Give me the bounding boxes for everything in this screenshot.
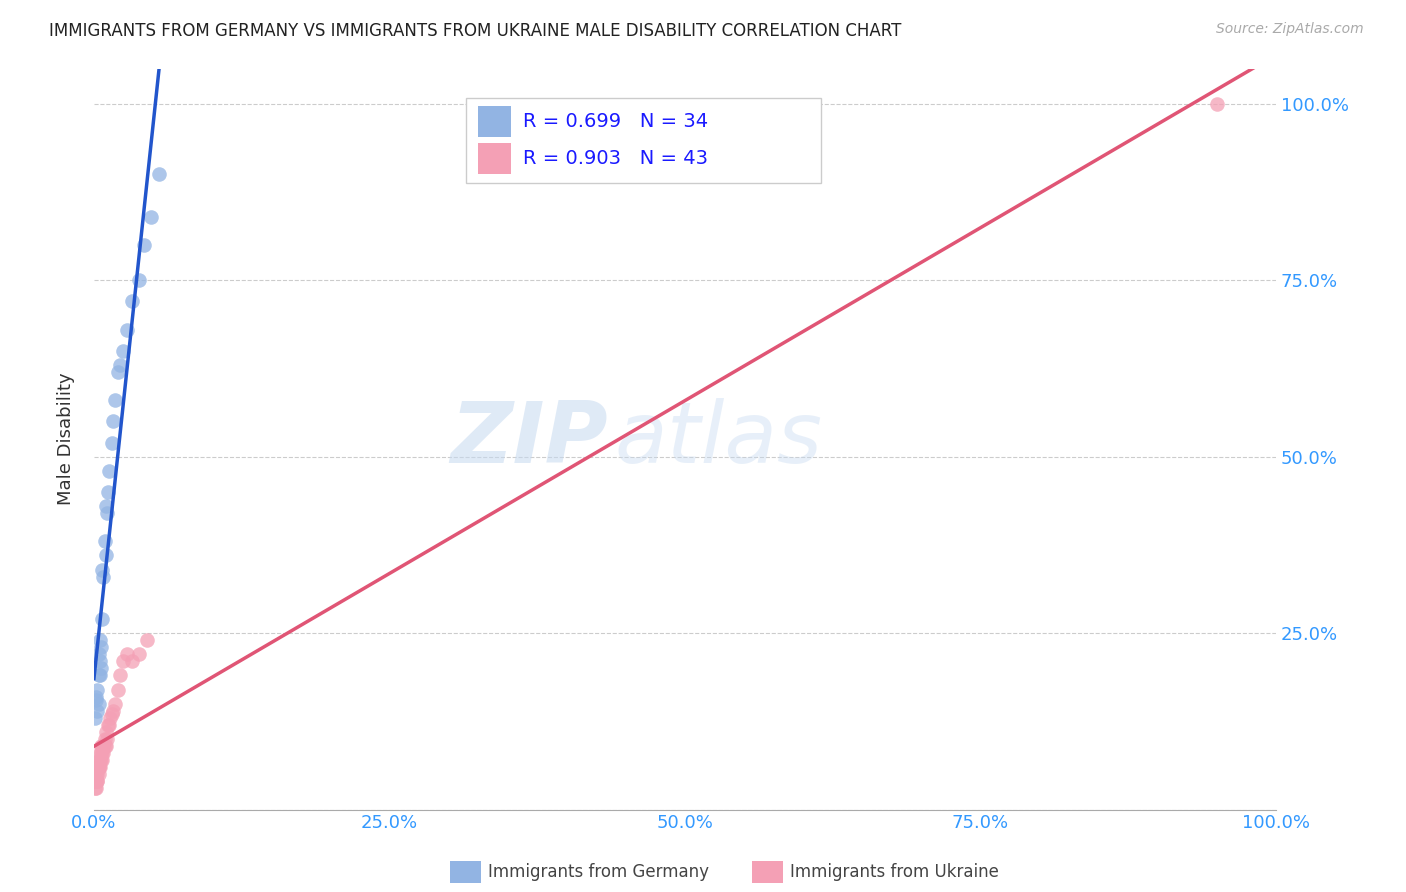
Point [84, 774, 107, 789]
Point [89, 753, 111, 767]
Point [98, 718, 121, 732]
Point [107, 682, 129, 697]
Text: Source: ZipAtlas.com: Source: ZipAtlas.com [1216, 22, 1364, 37]
Point [94, 499, 117, 513]
Point [139, 210, 162, 224]
Point [90, 661, 112, 675]
Point [84, 711, 107, 725]
Point [98, 464, 121, 478]
Point [128, 647, 150, 661]
Point [90, 640, 112, 655]
Point [93, 731, 115, 746]
Point [94, 549, 117, 563]
Text: IMMIGRANTS FROM GERMANY VS IMMIGRANTS FROM UKRAINE MALE DISABILITY CORRELATION C: IMMIGRANTS FROM GERMANY VS IMMIGRANTS FR… [49, 22, 901, 40]
Point [100, 711, 122, 725]
Point [86, 682, 108, 697]
Point [93, 534, 115, 549]
FancyBboxPatch shape [478, 144, 512, 175]
Point [90, 746, 112, 760]
Point [121, 654, 143, 668]
Point [136, 633, 159, 648]
Point [108, 358, 131, 372]
Point [84, 781, 107, 796]
Point [89, 654, 111, 668]
Point [96, 731, 118, 746]
Point [100, 435, 122, 450]
Point [84, 781, 107, 796]
Point [91, 563, 114, 577]
Point [89, 760, 111, 774]
Point [86, 760, 108, 774]
Point [86, 774, 108, 789]
Point [84, 774, 107, 789]
Point [87, 760, 110, 774]
Point [1205, 96, 1227, 111]
Point [148, 167, 170, 181]
Point [91, 746, 114, 760]
Point [84, 767, 107, 781]
Point [89, 668, 111, 682]
Text: Immigrants from Germany: Immigrants from Germany [488, 863, 709, 881]
Point [87, 753, 110, 767]
Point [84, 693, 107, 707]
Point [93, 739, 115, 753]
Point [112, 654, 135, 668]
Point [108, 668, 131, 682]
Point [87, 697, 110, 711]
Point [101, 414, 124, 428]
Point [87, 647, 110, 661]
Point [96, 506, 118, 520]
Point [93, 739, 115, 753]
Point [97, 485, 120, 500]
Point [128, 273, 150, 287]
Point [87, 668, 110, 682]
Y-axis label: Male Disability: Male Disability [58, 373, 75, 506]
Point [86, 774, 108, 789]
Point [89, 633, 111, 648]
Point [100, 707, 122, 722]
Point [132, 238, 155, 252]
FancyBboxPatch shape [467, 98, 821, 184]
Point [91, 739, 114, 753]
Point [84, 690, 107, 704]
Point [107, 365, 129, 379]
Point [104, 393, 127, 408]
Point [112, 343, 135, 358]
Point [101, 704, 124, 718]
Text: atlas: atlas [614, 398, 823, 481]
Point [93, 569, 115, 583]
Point [86, 704, 108, 718]
Point [94, 725, 117, 739]
Text: R = 0.903   N = 43: R = 0.903 N = 43 [523, 150, 709, 169]
Point [91, 753, 114, 767]
Point [94, 739, 117, 753]
Point [86, 767, 108, 781]
FancyBboxPatch shape [478, 106, 512, 137]
Point [97, 718, 120, 732]
Point [87, 767, 110, 781]
Point [90, 753, 112, 767]
Point [115, 323, 138, 337]
Point [91, 612, 114, 626]
Point [121, 294, 143, 309]
Text: R = 0.699   N = 34: R = 0.699 N = 34 [523, 112, 709, 131]
Point [87, 760, 110, 774]
Point [115, 647, 138, 661]
Point [89, 746, 111, 760]
Text: ZIP: ZIP [450, 398, 609, 481]
Point [104, 697, 127, 711]
Point [93, 746, 115, 760]
Text: Immigrants from Ukraine: Immigrants from Ukraine [790, 863, 1000, 881]
Point [90, 739, 112, 753]
